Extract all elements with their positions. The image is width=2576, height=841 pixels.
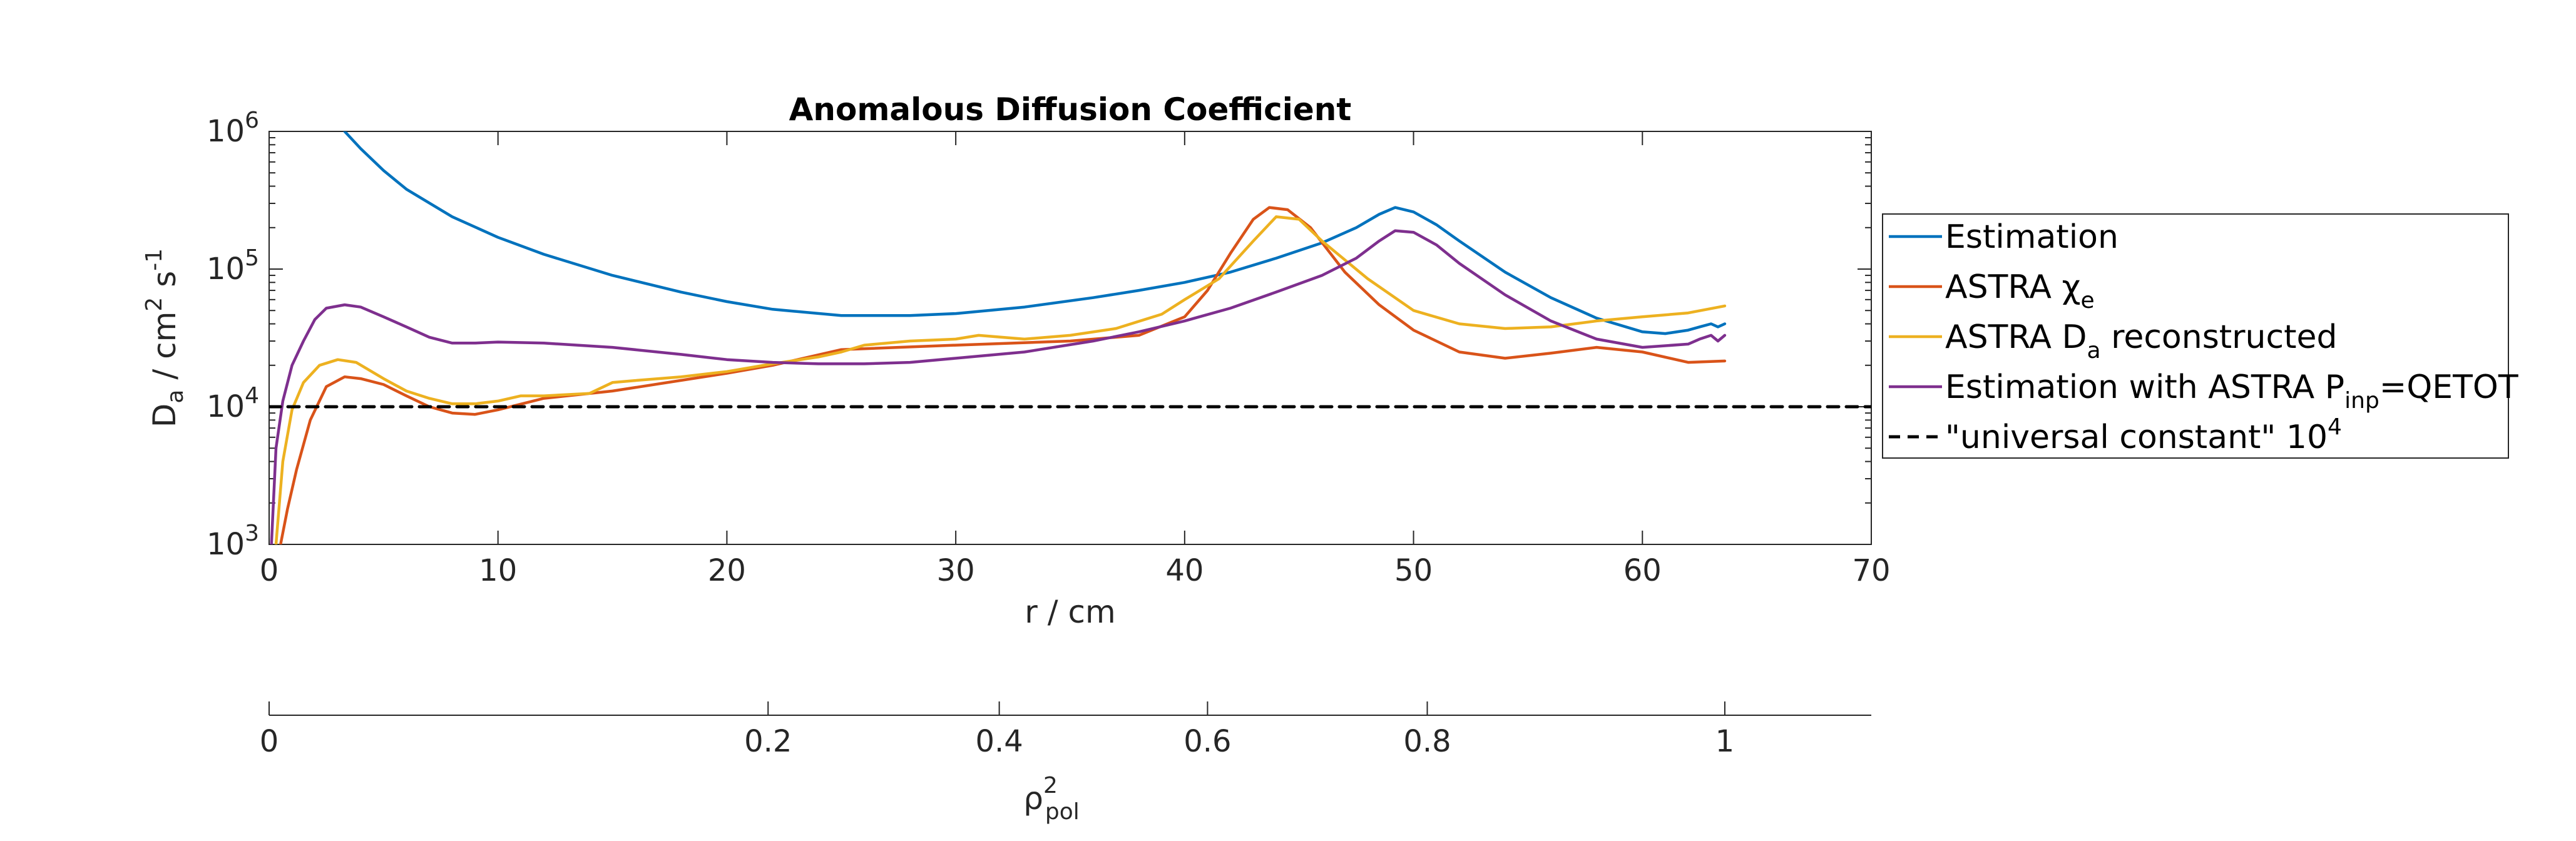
- legend-entry: "universal constant" 104: [1945, 414, 2342, 456]
- x-tick-label: 20: [708, 553, 746, 588]
- x-tick-label: 30: [937, 553, 975, 588]
- legend: Estimation ASTRA χe ASTRA Da reconstructed…: [1882, 213, 2518, 459]
- plot-area: [268, 131, 1872, 545]
- y-axis: 103 104 105 106: [207, 108, 1871, 562]
- legend-entry: Estimation: [1945, 218, 2119, 256]
- series-line-2: [279, 206, 1727, 544]
- series-group: [269, 131, 1871, 544]
- x-axis: 0 10 20 30 40 50 60 70: [260, 131, 1891, 588]
- x-tick-label: 10: [479, 553, 517, 588]
- secondary-axis-label: ρ2 pol: [1023, 773, 1080, 825]
- legend-entry: Estimation with ASTRA Pinp=QETOT: [1945, 369, 2518, 414]
- series-line-3: [274, 215, 1727, 544]
- x-axis-label: r / cm: [1025, 594, 1115, 630]
- chart-title: Anomalous Diffusion Coefficient: [789, 91, 1352, 128]
- legend-entry: ASTRA χe: [1945, 268, 2095, 313]
- y-axis-label: Da / cm2 s-1: [141, 248, 188, 427]
- x-tick-label: 40: [1165, 553, 1204, 588]
- series-line-1: [343, 131, 1727, 335]
- x-tick-label: 0: [260, 553, 279, 588]
- series-line-4: [270, 229, 1727, 544]
- secondary-tick-label: 0.4: [975, 724, 1023, 759]
- secondary-tick-label: 0.2: [744, 724, 792, 759]
- legend-box: [1882, 213, 2509, 459]
- secondary-tick-label: 0.6: [1183, 724, 1231, 759]
- secondary-tick-label: 0.8: [1403, 724, 1451, 759]
- legend-entry: ASTRA Da reconstructed: [1945, 319, 2338, 364]
- x-tick-label: 70: [1852, 553, 1890, 588]
- secondary-tick-label: 1: [1715, 724, 1735, 759]
- x-tick-label: 60: [1623, 553, 1662, 588]
- y-tick-label: 103: [207, 521, 259, 562]
- x-tick-label: 50: [1394, 553, 1433, 588]
- y-tick-label: 105: [207, 245, 259, 287]
- y-tick-label: 106: [207, 108, 259, 149]
- secondary-tick-label: 0: [260, 724, 279, 759]
- y-tick-label: 104: [207, 383, 259, 424]
- secondary-x-axis: 0 0.2 0.4 0.6 0.8 1 ρ2 pol: [260, 701, 1871, 825]
